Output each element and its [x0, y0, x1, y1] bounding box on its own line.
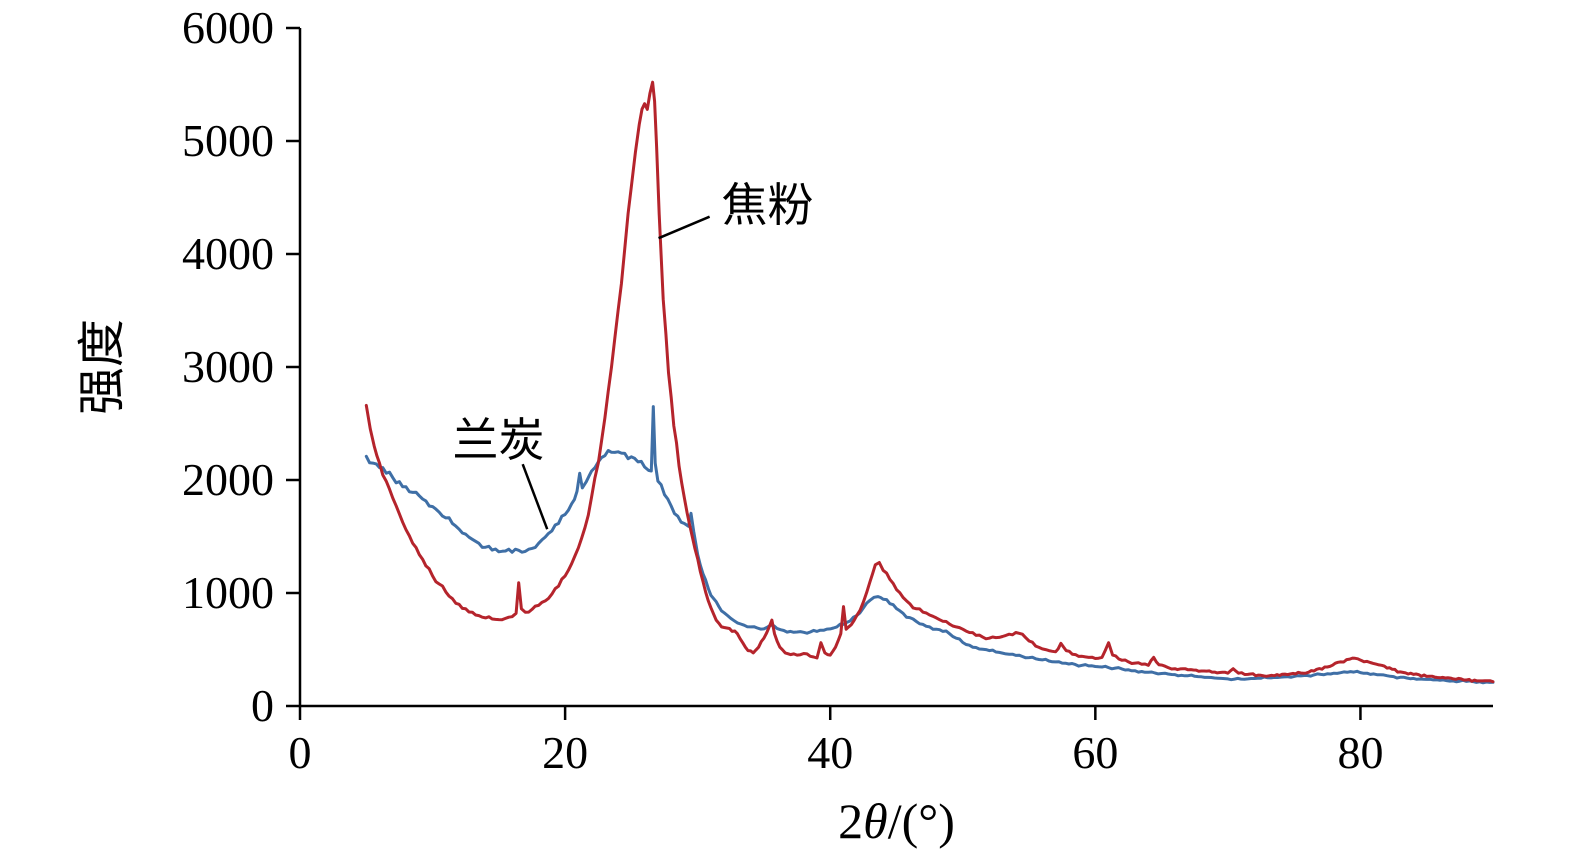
y-tick-label: 3000: [182, 341, 274, 392]
y-tick-label: 0: [251, 680, 274, 731]
y-tick-label: 1000: [182, 567, 274, 618]
series-line-jiaofen: [364, 80, 1495, 684]
x-tick-label: 60: [1072, 727, 1118, 778]
x-tick-label: 0: [289, 727, 312, 778]
x-axis-label: 2θ/(°): [838, 793, 955, 849]
lantan-label: 兰炭: [452, 415, 544, 466]
y-tick-label: 6000: [182, 2, 274, 53]
y-tick-label: 5000: [182, 115, 274, 166]
x-tick-label: 40: [807, 727, 853, 778]
jiaofen-label: 焦粉: [722, 180, 814, 231]
y-axis-label: 强度: [76, 319, 129, 415]
series-line-lantan: [364, 405, 1495, 685]
lantan-label-leader-line: [521, 463, 549, 530]
y-tick-label: 4000: [182, 228, 274, 279]
jiaofen-label-leader-line: [658, 215, 711, 240]
y-tick-label: 2000: [182, 454, 274, 505]
x-tick-label: 20: [542, 727, 588, 778]
x-tick-label: 80: [1337, 727, 1383, 778]
